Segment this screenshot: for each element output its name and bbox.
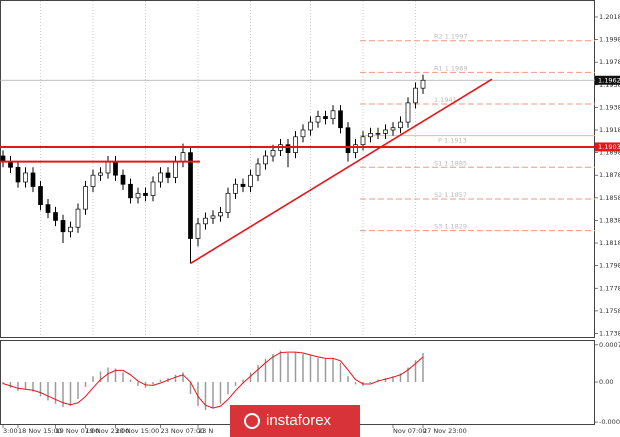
x-tick-label: 18 Nov 15:00 (18, 427, 62, 435)
candle-body (405, 102, 411, 123)
y-tick-label: 1.1798 (599, 262, 620, 270)
candle-body (38, 186, 43, 205)
x-tick-label: 3:00 (3, 427, 18, 435)
y-tick-label: 1.1918 (599, 126, 620, 134)
candle-body (323, 116, 328, 120)
x-tick-label: 19 Nov 07:00 (56, 427, 100, 435)
candle-body (368, 133, 373, 138)
x-tick-label: 20 Nov 15:00 (116, 427, 160, 435)
y-tick-label: 1.1758 (599, 307, 620, 315)
y-tick-label: 0.00077 (599, 341, 620, 349)
level-label: 1.1903 (598, 143, 620, 151)
candle-body (68, 226, 73, 233)
candle-body (210, 215, 216, 219)
candle-body (300, 129, 306, 138)
candle-body (150, 181, 156, 196)
current-price-label: 1.1962 (598, 76, 620, 84)
trend-line (190, 78, 493, 265)
candle-body (135, 192, 141, 199)
candle-body (285, 144, 291, 153)
candle-body (75, 208, 81, 228)
candle-body (105, 161, 111, 174)
candle-body (203, 217, 208, 225)
candle-body (375, 133, 381, 135)
candle-body (90, 174, 96, 187)
candle-body (353, 144, 358, 153)
candle-body (345, 127, 351, 153)
candle-body (120, 174, 126, 185)
candle-body (195, 223, 201, 239)
y-tick-label: -0.00083 (599, 418, 620, 426)
candle-body (398, 121, 403, 129)
candle-body (83, 186, 88, 210)
y-tick-label: 1.1818 (599, 239, 620, 247)
candle-body (233, 183, 238, 194)
candle-body (413, 87, 418, 104)
candle-body (53, 212, 58, 221)
candle-body (188, 152, 193, 239)
x-tick-label: 27 Nov 23:00 (423, 427, 467, 435)
signal-line (2, 351, 424, 409)
candle-body (30, 172, 36, 187)
candle-body (143, 192, 148, 196)
candle-body (390, 127, 396, 131)
candle-body (173, 161, 178, 178)
current-price-box (595, 75, 620, 85)
y-tick-label: 1.1978 (599, 58, 620, 66)
candle-body (255, 163, 261, 176)
pivot-label: R1 1.1969 (434, 64, 467, 72)
candle-body (330, 110, 336, 120)
candle-body (263, 155, 268, 165)
y-tick-label: 1.1998 (599, 36, 620, 44)
candle-body (225, 192, 231, 213)
x-tick-label: 23 N (198, 427, 213, 435)
pivot-label: S2 1.1857 (434, 191, 467, 199)
watermark-box (230, 405, 360, 437)
candle-body (113, 161, 118, 176)
candle-body (158, 172, 163, 183)
pivot-point-label: P 1.1913 (438, 137, 467, 145)
x-tick-label: 19 Nov 23:00 (86, 427, 130, 435)
candle-body (60, 220, 66, 233)
y-tick-label: 1.1778 (599, 284, 620, 292)
candle-body (270, 149, 276, 157)
watermark: instaforex (266, 412, 332, 429)
y-tick-label: 1.1858 (599, 194, 620, 202)
y-tick-label: 1.1958 (599, 81, 620, 89)
level-box (595, 142, 620, 152)
candle-body (45, 204, 51, 213)
candle-body (23, 172, 28, 183)
main-panel (0, 0, 595, 338)
candle-body (338, 110, 343, 129)
y-tick-label: 1.1938 (599, 103, 620, 111)
y-tick-label: 0.00 (599, 378, 613, 386)
x-tick-label: Nov 07:00 (393, 427, 426, 435)
candle-body (180, 152, 186, 163)
candle-body (383, 129, 388, 134)
candle-body (240, 183, 246, 187)
candle-body (218, 212, 223, 217)
candle-body (293, 136, 298, 153)
candle-body (15, 166, 21, 183)
candle-body (420, 79, 426, 89)
candle-body (128, 183, 133, 199)
pivot-label: S3 1.1829 (434, 223, 467, 231)
y-tick-label: 1.1898 (599, 149, 620, 157)
pivot-label: R2 1.1997 (434, 33, 467, 41)
x-tick-label: 23 Nov 07:00 (161, 427, 205, 435)
candle-body (308, 121, 313, 131)
candle-body (248, 174, 253, 187)
pivot-label: 1.1941 (434, 96, 457, 104)
y-tick-label: 1.2018 (599, 13, 620, 21)
candle-body (315, 116, 321, 123)
watermark-icon (244, 413, 260, 429)
pivot-label: S1 1.1885 (434, 159, 467, 167)
candle-body (98, 172, 103, 176)
candle-body (165, 172, 171, 178)
y-tick-label: 1.1878 (599, 171, 620, 179)
y-tick-label: 1.1838 (599, 216, 620, 224)
candle-body (360, 136, 366, 146)
y-tick-label: 1.1738 (599, 329, 620, 337)
